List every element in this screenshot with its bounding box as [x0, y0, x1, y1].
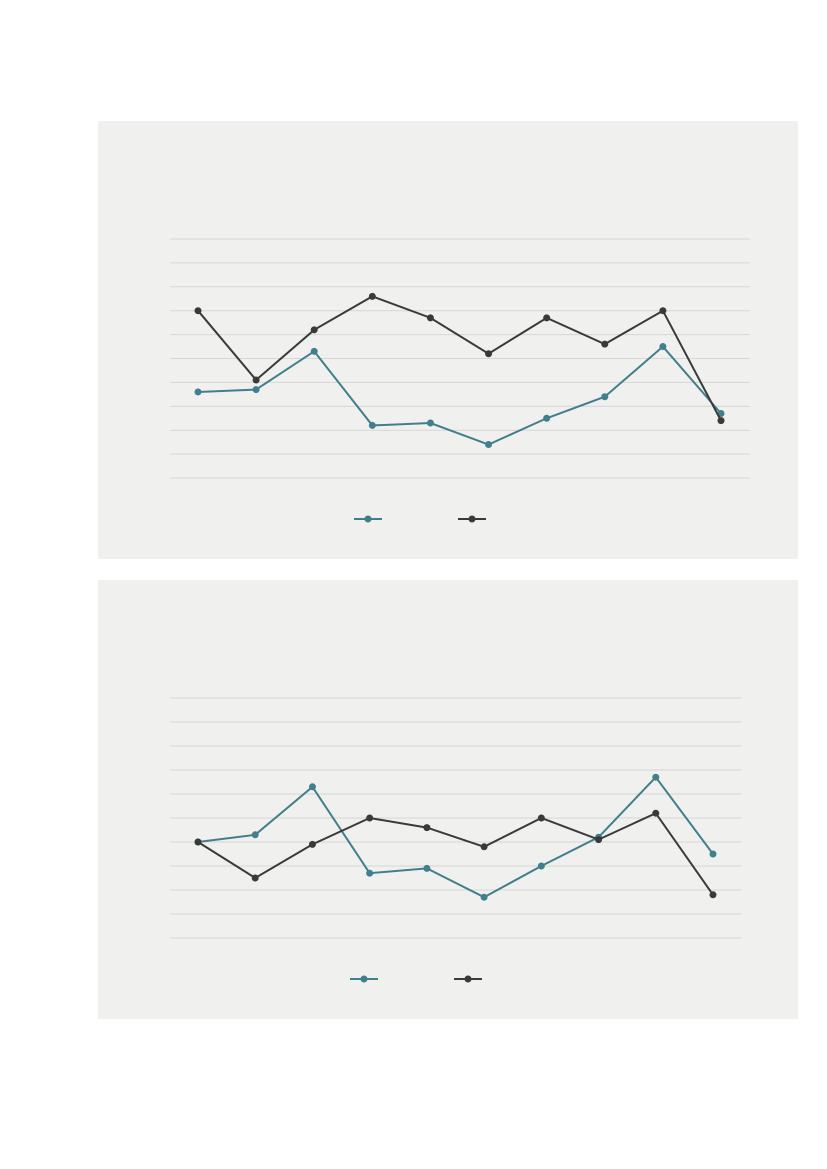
point [601, 340, 609, 348]
point [423, 824, 431, 832]
point [652, 773, 660, 781]
point [485, 441, 493, 449]
series-line [197, 775, 714, 899]
point [310, 326, 318, 334]
legend-marker [364, 515, 372, 523]
point [480, 843, 488, 851]
point [366, 814, 374, 822]
point [709, 891, 717, 899]
point [709, 850, 717, 858]
point [480, 893, 488, 901]
point [601, 393, 609, 401]
point [543, 414, 551, 422]
point [659, 307, 667, 315]
legend-marker [464, 975, 472, 983]
legend-marker [360, 975, 368, 983]
point [194, 388, 202, 396]
point [537, 814, 545, 822]
point [543, 314, 551, 322]
chart-panel [98, 580, 798, 1019]
point [194, 307, 202, 315]
point [717, 417, 725, 425]
point [423, 864, 431, 872]
point [252, 386, 260, 394]
point [251, 874, 259, 882]
point [426, 314, 434, 322]
point [595, 836, 603, 844]
point [308, 840, 316, 848]
point [485, 350, 493, 358]
series-line [197, 811, 714, 896]
point [252, 376, 260, 384]
point [310, 347, 318, 355]
legend-marker [468, 515, 476, 523]
point [659, 343, 667, 351]
point [426, 419, 434, 427]
point [251, 831, 259, 839]
point [368, 292, 376, 300]
series-line [197, 345, 722, 446]
point [652, 809, 660, 817]
point [537, 862, 545, 870]
point [194, 838, 202, 846]
point [366, 869, 374, 877]
chart-panel [98, 121, 798, 559]
point [308, 783, 316, 791]
series-line [197, 295, 722, 422]
point [368, 421, 376, 429]
